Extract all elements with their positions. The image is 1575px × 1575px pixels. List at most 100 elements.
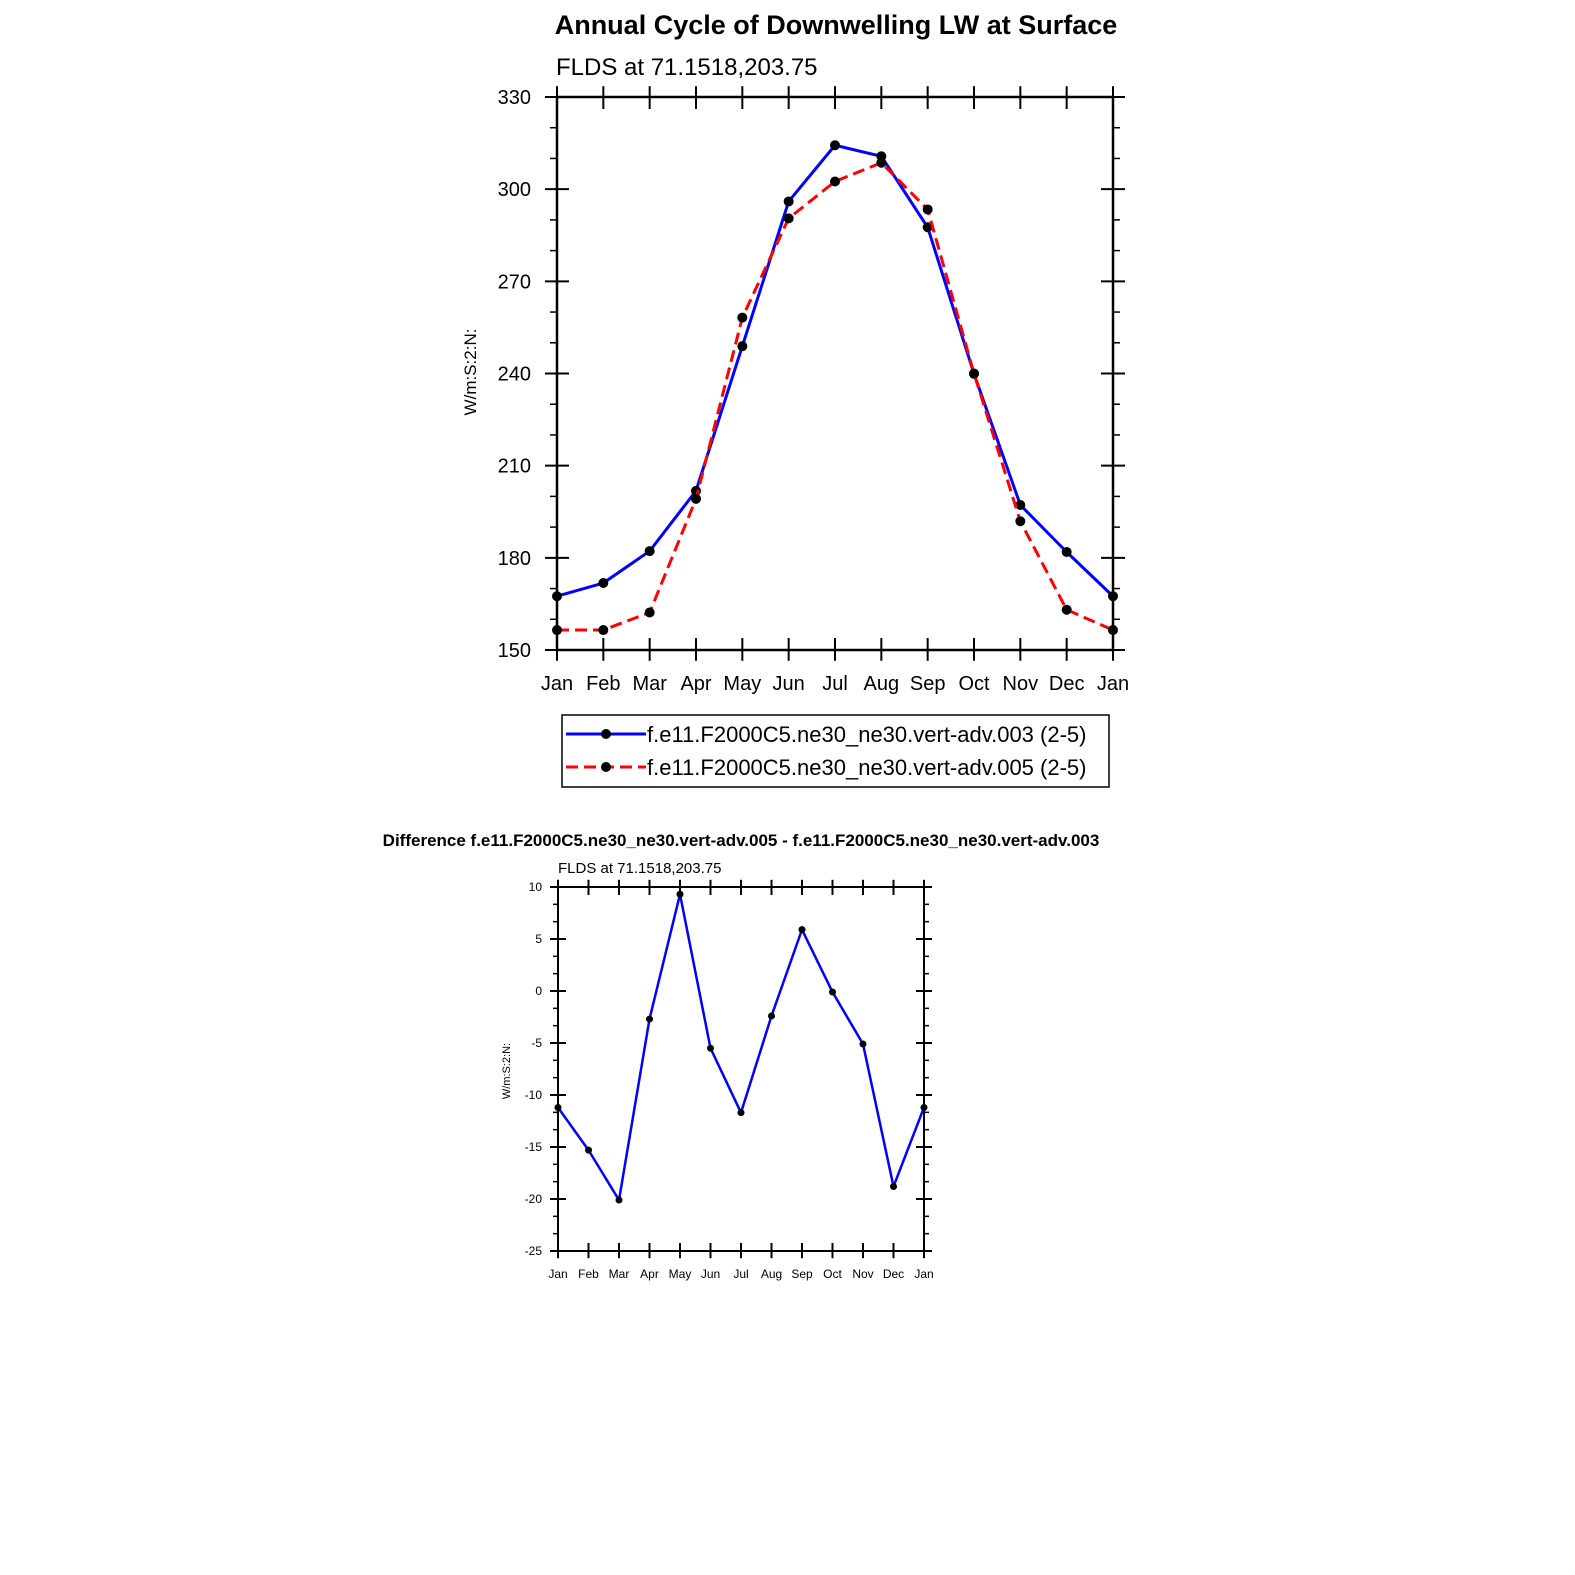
x-tick-label: May [723, 673, 761, 695]
x-tick-label: May [669, 1267, 692, 1281]
x-tick-label: Jul [822, 673, 848, 695]
legend-marker-005 [601, 762, 611, 772]
data-point [922, 204, 933, 215]
data-point [768, 1012, 775, 1020]
data-point [598, 578, 609, 589]
data-point [552, 591, 562, 602]
y-tick-label: -20 [525, 1192, 543, 1206]
chart-subtitle: FLDS at 71.1518,203.75 [556, 54, 818, 81]
y-tick-label: 0 [535, 984, 542, 998]
data-point [1015, 516, 1026, 527]
x-tick-label: Dec [883, 1267, 904, 1281]
data-point [552, 625, 562, 636]
data-point [890, 1183, 897, 1191]
data-point [644, 607, 655, 618]
y-tick-label: 240 [498, 364, 531, 386]
y-tick-label: -10 [525, 1088, 543, 1102]
y-tick-labels: 150 180 210 240 270 300 330 [498, 87, 531, 662]
annual-cycle-chart: Annual Cycle of Downwelling LW at Surfac… [461, 10, 1129, 788]
difference-chart: Difference f.e11.F2000C5.ne30_ne30.vert-… [383, 831, 1100, 1281]
series-line-1 [556, 143, 1115, 598]
y-tick-label: 330 [498, 87, 531, 109]
x-tick-label: Aug [761, 1267, 782, 1281]
legend: f.e11.F2000C5.ne30_ne30.vert-adv.003 (2-… [561, 714, 1110, 788]
diff-axis-ticks [550, 879, 932, 1259]
data-point [876, 157, 887, 168]
x-tick-label: Apr [680, 673, 711, 695]
data-point [585, 1146, 592, 1154]
legend-marker-003 [601, 729, 611, 739]
data-point [859, 1040, 867, 1048]
legend-label-003: f.e11.F2000C5.ne30_ne30.vert-adv.003 (2-… [647, 722, 1086, 747]
y-tick-label: 180 [498, 548, 531, 570]
data-point [783, 196, 794, 207]
x-tick-label: Jan [541, 673, 573, 695]
x-tick-label: Jan [914, 1267, 933, 1281]
legend-label-005: f.e11.F2000C5.ne30_ne30.vert-adv.005 (2-… [647, 755, 1086, 780]
chart-title: Annual Cycle of Downwelling LW at Surfac… [555, 10, 1118, 40]
series-line-2 [557, 161, 1114, 632]
x-tick-label: Aug [864, 673, 900, 695]
data-point [737, 341, 748, 352]
data-point [1061, 546, 1072, 557]
data-point [1061, 604, 1072, 615]
x-tick-labels: Jan Feb Mar Apr May Jun Jul Aug Sep Oct Nov Dec Jan [541, 673, 1129, 695]
x-tick-label: Jan [1097, 673, 1129, 695]
x-tick-label: Feb [578, 1267, 599, 1281]
data-point [707, 1044, 714, 1052]
y-tick-label: 300 [498, 179, 531, 201]
data-point [615, 1196, 623, 1204]
y-tick-label: 210 [498, 456, 531, 478]
diff-chart-subtitle: FLDS at 71.1518,203.75 [558, 860, 721, 877]
x-tick-label: Sep [791, 1267, 813, 1281]
data-point [783, 213, 794, 224]
data-point [676, 890, 684, 898]
data-point [798, 926, 806, 934]
data-point [554, 1103, 562, 1111]
series-layer [552, 140, 1118, 636]
diff-x-tick-labels: Jan Feb Mar Apr May Jun Jul Aug Sep Oct Nov Dec Jan [548, 1267, 933, 1281]
y-tick-label: 5 [535, 932, 542, 946]
x-tick-label: Jun [773, 673, 805, 695]
y-tick-label: -5 [531, 1036, 542, 1050]
y-tick-label: -25 [525, 1244, 543, 1258]
diff-chart-title: Difference f.e11.F2000C5.ne30_ne30.vert-… [383, 831, 1100, 850]
y-tick-label: 10 [529, 880, 543, 894]
data-point [598, 625, 609, 636]
x-tick-label: Apr [640, 1267, 659, 1281]
data-point [644, 546, 655, 557]
x-tick-label: Jan [548, 1267, 567, 1281]
axis-ticks [545, 86, 1125, 661]
diff-series-layer [554, 890, 928, 1204]
x-tick-label: Mar [632, 673, 667, 695]
data-point [1108, 625, 1118, 636]
y-axis-label: W/m:S:2:N: [461, 329, 480, 416]
x-tick-label: Jul [733, 1267, 748, 1281]
data-point [920, 1103, 928, 1111]
data-point [1108, 591, 1118, 602]
data-point [830, 176, 840, 187]
y-tick-label: -15 [525, 1140, 543, 1154]
data-point [646, 1015, 653, 1023]
diff-y-axis-label: W/m:S:2:N: [501, 1043, 513, 1099]
x-tick-label: Mar [609, 1267, 630, 1281]
y-tick-label: 270 [498, 271, 531, 293]
diff-y-tick-labels: -25 -20 -15 -10 -5 0 5 10 [525, 880, 543, 1258]
series-line-1 [556, 893, 926, 1202]
data-point [691, 493, 701, 504]
x-tick-label: Oct [958, 673, 990, 695]
y-tick-label: 150 [498, 640, 531, 662]
data-point [969, 368, 979, 379]
x-tick-label: Feb [586, 673, 620, 695]
data-point [1015, 499, 1026, 510]
x-tick-label: Dec [1049, 673, 1085, 695]
data-point [829, 988, 836, 996]
x-tick-label: Nov [852, 1267, 873, 1281]
x-tick-label: Oct [823, 1267, 842, 1281]
x-tick-label: Nov [1003, 673, 1039, 695]
x-tick-label: Sep [910, 673, 946, 695]
legend-box [561, 714, 1110, 788]
data-point [737, 312, 748, 323]
x-tick-label: Jun [701, 1267, 720, 1281]
